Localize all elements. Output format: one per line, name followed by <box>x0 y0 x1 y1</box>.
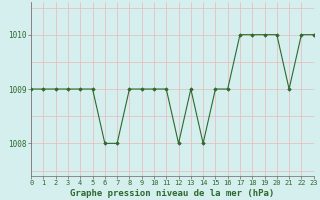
X-axis label: Graphe pression niveau de la mer (hPa): Graphe pression niveau de la mer (hPa) <box>70 189 275 198</box>
